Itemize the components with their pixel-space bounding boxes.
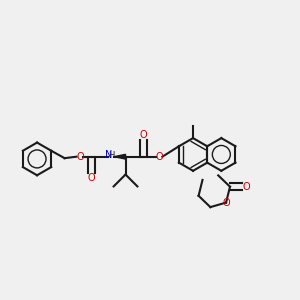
Text: O: O bbox=[140, 130, 147, 140]
Text: O: O bbox=[243, 182, 250, 192]
Text: O: O bbox=[76, 152, 84, 162]
Polygon shape bbox=[114, 154, 125, 159]
Text: H: H bbox=[108, 151, 114, 160]
Text: N: N bbox=[105, 151, 112, 160]
Text: O: O bbox=[156, 152, 163, 162]
Text: O: O bbox=[88, 173, 95, 183]
Text: O: O bbox=[222, 198, 230, 208]
